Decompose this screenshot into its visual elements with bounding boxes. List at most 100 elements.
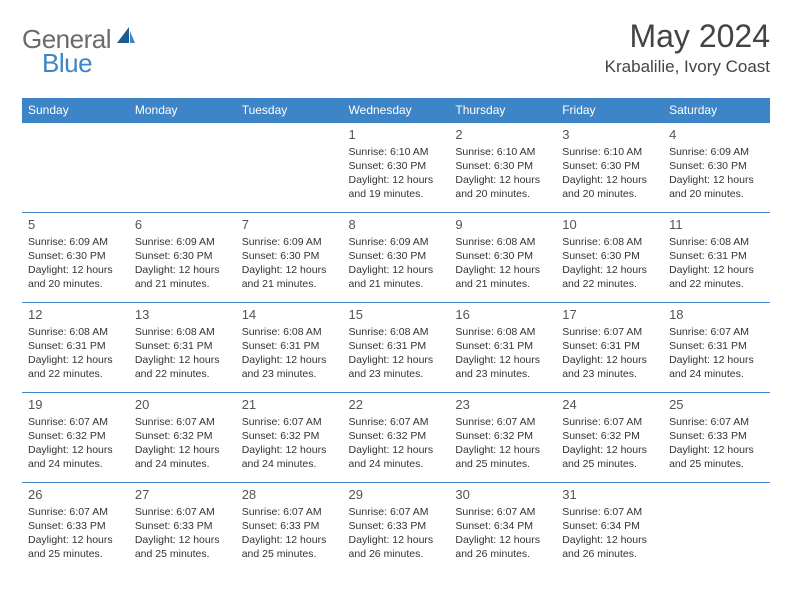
daylight-text: Daylight: 12 hours and 21 minutes. [455,263,550,291]
daylight-text: Daylight: 12 hours and 21 minutes. [349,263,444,291]
day-number: 9 [455,216,550,234]
sunset-text: Sunset: 6:30 PM [455,249,550,263]
daylight-text: Daylight: 12 hours and 24 minutes. [669,353,764,381]
sunrise-text: Sunrise: 6:09 AM [135,235,230,249]
day-cell: 18Sunrise: 6:07 AMSunset: 6:31 PMDayligh… [663,303,770,393]
day-cell: 8Sunrise: 6:09 AMSunset: 6:30 PMDaylight… [343,213,450,303]
day-cell: 19Sunrise: 6:07 AMSunset: 6:32 PMDayligh… [22,393,129,483]
day-info: Sunrise: 6:07 AMSunset: 6:31 PMDaylight:… [669,325,764,382]
day-info: Sunrise: 6:07 AMSunset: 6:33 PMDaylight:… [135,505,230,562]
day-number: 11 [669,216,764,234]
daylight-text: Daylight: 12 hours and 20 minutes. [455,173,550,201]
day-header-monday: Monday [129,98,236,123]
day-info: Sunrise: 6:07 AMSunset: 6:34 PMDaylight:… [455,505,550,562]
sunset-text: Sunset: 6:30 PM [562,159,657,173]
sunset-text: Sunset: 6:31 PM [455,339,550,353]
day-info: Sunrise: 6:07 AMSunset: 6:33 PMDaylight:… [242,505,337,562]
daylight-text: Daylight: 12 hours and 25 minutes. [28,533,123,561]
sunset-text: Sunset: 6:32 PM [28,429,123,443]
daylight-text: Daylight: 12 hours and 20 minutes. [562,173,657,201]
day-info: Sunrise: 6:07 AMSunset: 6:33 PMDaylight:… [28,505,123,562]
day-cell: 3Sunrise: 6:10 AMSunset: 6:30 PMDaylight… [556,123,663,213]
day-info: Sunrise: 6:09 AMSunset: 6:30 PMDaylight:… [242,235,337,292]
day-number: 14 [242,306,337,324]
day-number: 31 [562,486,657,504]
day-header-wednesday: Wednesday [343,98,450,123]
daylight-text: Daylight: 12 hours and 24 minutes. [135,443,230,471]
day-cell: 5Sunrise: 6:09 AMSunset: 6:30 PMDaylight… [22,213,129,303]
sunrise-text: Sunrise: 6:10 AM [562,145,657,159]
week-row: 19Sunrise: 6:07 AMSunset: 6:32 PMDayligh… [22,393,770,483]
sunrise-text: Sunrise: 6:07 AM [28,505,123,519]
sunrise-text: Sunrise: 6:07 AM [562,505,657,519]
sunset-text: Sunset: 6:33 PM [242,519,337,533]
daylight-text: Daylight: 12 hours and 23 minutes. [349,353,444,381]
sunrise-text: Sunrise: 6:07 AM [349,415,444,429]
sunset-text: Sunset: 6:33 PM [28,519,123,533]
day-number: 7 [242,216,337,234]
daylight-text: Daylight: 12 hours and 23 minutes. [242,353,337,381]
day-cell: 25Sunrise: 6:07 AMSunset: 6:33 PMDayligh… [663,393,770,483]
day-header-thursday: Thursday [449,98,556,123]
sunset-text: Sunset: 6:31 PM [135,339,230,353]
sunset-text: Sunset: 6:30 PM [28,249,123,263]
sunrise-text: Sunrise: 6:07 AM [242,505,337,519]
day-cell [663,483,770,573]
day-header-row: Sunday Monday Tuesday Wednesday Thursday… [22,98,770,123]
day-info: Sunrise: 6:07 AMSunset: 6:32 PMDaylight:… [562,415,657,472]
week-row: 1Sunrise: 6:10 AMSunset: 6:30 PMDaylight… [22,123,770,213]
day-info: Sunrise: 6:07 AMSunset: 6:31 PMDaylight:… [562,325,657,382]
day-number: 30 [455,486,550,504]
daylight-text: Daylight: 12 hours and 26 minutes. [455,533,550,561]
day-number: 23 [455,396,550,414]
day-cell [22,123,129,213]
day-info: Sunrise: 6:09 AMSunset: 6:30 PMDaylight:… [28,235,123,292]
day-number: 18 [669,306,764,324]
sunset-text: Sunset: 6:31 PM [242,339,337,353]
day-info: Sunrise: 6:07 AMSunset: 6:32 PMDaylight:… [242,415,337,472]
day-cell: 1Sunrise: 6:10 AMSunset: 6:30 PMDaylight… [343,123,450,213]
day-number: 25 [669,396,764,414]
sunrise-text: Sunrise: 6:08 AM [28,325,123,339]
logo-sail-icon [115,25,137,50]
sunrise-text: Sunrise: 6:07 AM [135,415,230,429]
day-info: Sunrise: 6:09 AMSunset: 6:30 PMDaylight:… [349,235,444,292]
day-info: Sunrise: 6:07 AMSunset: 6:32 PMDaylight:… [455,415,550,472]
day-number: 12 [28,306,123,324]
daylight-text: Daylight: 12 hours and 22 minutes. [669,263,764,291]
day-number: 6 [135,216,230,234]
sunrise-text: Sunrise: 6:07 AM [562,415,657,429]
day-info: Sunrise: 6:08 AMSunset: 6:30 PMDaylight:… [455,235,550,292]
day-cell: 9Sunrise: 6:08 AMSunset: 6:30 PMDaylight… [449,213,556,303]
sunrise-text: Sunrise: 6:08 AM [242,325,337,339]
day-header-sunday: Sunday [22,98,129,123]
daylight-text: Daylight: 12 hours and 25 minutes. [562,443,657,471]
day-info: Sunrise: 6:07 AMSunset: 6:33 PMDaylight:… [349,505,444,562]
sunrise-text: Sunrise: 6:07 AM [349,505,444,519]
day-info: Sunrise: 6:09 AMSunset: 6:30 PMDaylight:… [135,235,230,292]
day-number: 17 [562,306,657,324]
daylight-text: Daylight: 12 hours and 20 minutes. [28,263,123,291]
day-number: 10 [562,216,657,234]
sunrise-text: Sunrise: 6:07 AM [455,415,550,429]
day-cell: 27Sunrise: 6:07 AMSunset: 6:33 PMDayligh… [129,483,236,573]
sunrise-text: Sunrise: 6:09 AM [28,235,123,249]
day-info: Sunrise: 6:08 AMSunset: 6:31 PMDaylight:… [455,325,550,382]
day-number: 8 [349,216,444,234]
day-info: Sunrise: 6:10 AMSunset: 6:30 PMDaylight:… [562,145,657,202]
sunset-text: Sunset: 6:31 PM [562,339,657,353]
day-cell [236,123,343,213]
day-number: 27 [135,486,230,504]
logo-blue-text-wrap: Blue [42,48,92,79]
sunrise-text: Sunrise: 6:07 AM [455,505,550,519]
daylight-text: Daylight: 12 hours and 25 minutes. [455,443,550,471]
sunset-text: Sunset: 6:30 PM [349,159,444,173]
sunrise-text: Sunrise: 6:07 AM [242,415,337,429]
sunset-text: Sunset: 6:34 PM [562,519,657,533]
day-info: Sunrise: 6:07 AMSunset: 6:32 PMDaylight:… [135,415,230,472]
day-cell: 23Sunrise: 6:07 AMSunset: 6:32 PMDayligh… [449,393,556,483]
day-cell: 2Sunrise: 6:10 AMSunset: 6:30 PMDaylight… [449,123,556,213]
sunset-text: Sunset: 6:32 PM [455,429,550,443]
daylight-text: Daylight: 12 hours and 25 minutes. [669,443,764,471]
day-number: 5 [28,216,123,234]
